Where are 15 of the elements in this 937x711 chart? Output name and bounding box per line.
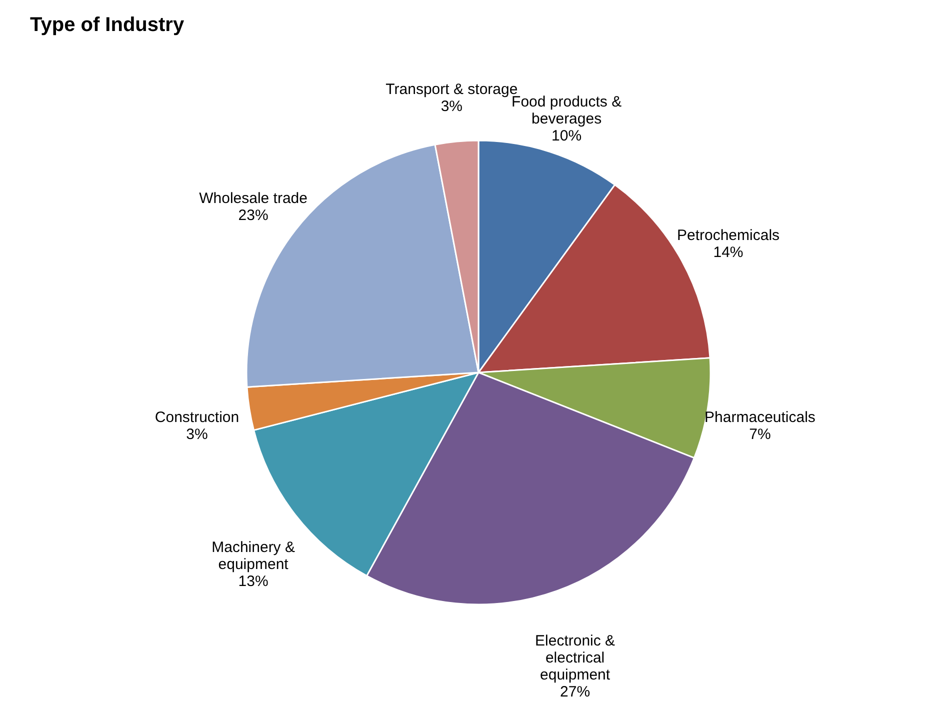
- data-label: 3%: [440, 98, 463, 115]
- data-label: 27%: [560, 684, 590, 701]
- slice-label: Petrochemicals: [676, 227, 780, 244]
- slice-label: Electronic & electrical equipment: [535, 632, 616, 684]
- slice-label: Pharmaceuticals: [704, 409, 816, 426]
- data-label: 14%: [713, 244, 744, 262]
- slice-label: Construction: [154, 409, 240, 426]
- slice-label: Wholesale trade: [199, 190, 308, 207]
- slice-label: Machinery & equipment: [212, 539, 295, 574]
- data-label: 13%: [238, 573, 268, 590]
- chart-title: Type of Industry: [30, 14, 185, 36]
- data-label: 23%: [238, 206, 268, 224]
- data-label: 7%: [749, 426, 771, 444]
- data-label: 10%: [552, 127, 582, 144]
- data-label: 3%: [186, 426, 208, 444]
